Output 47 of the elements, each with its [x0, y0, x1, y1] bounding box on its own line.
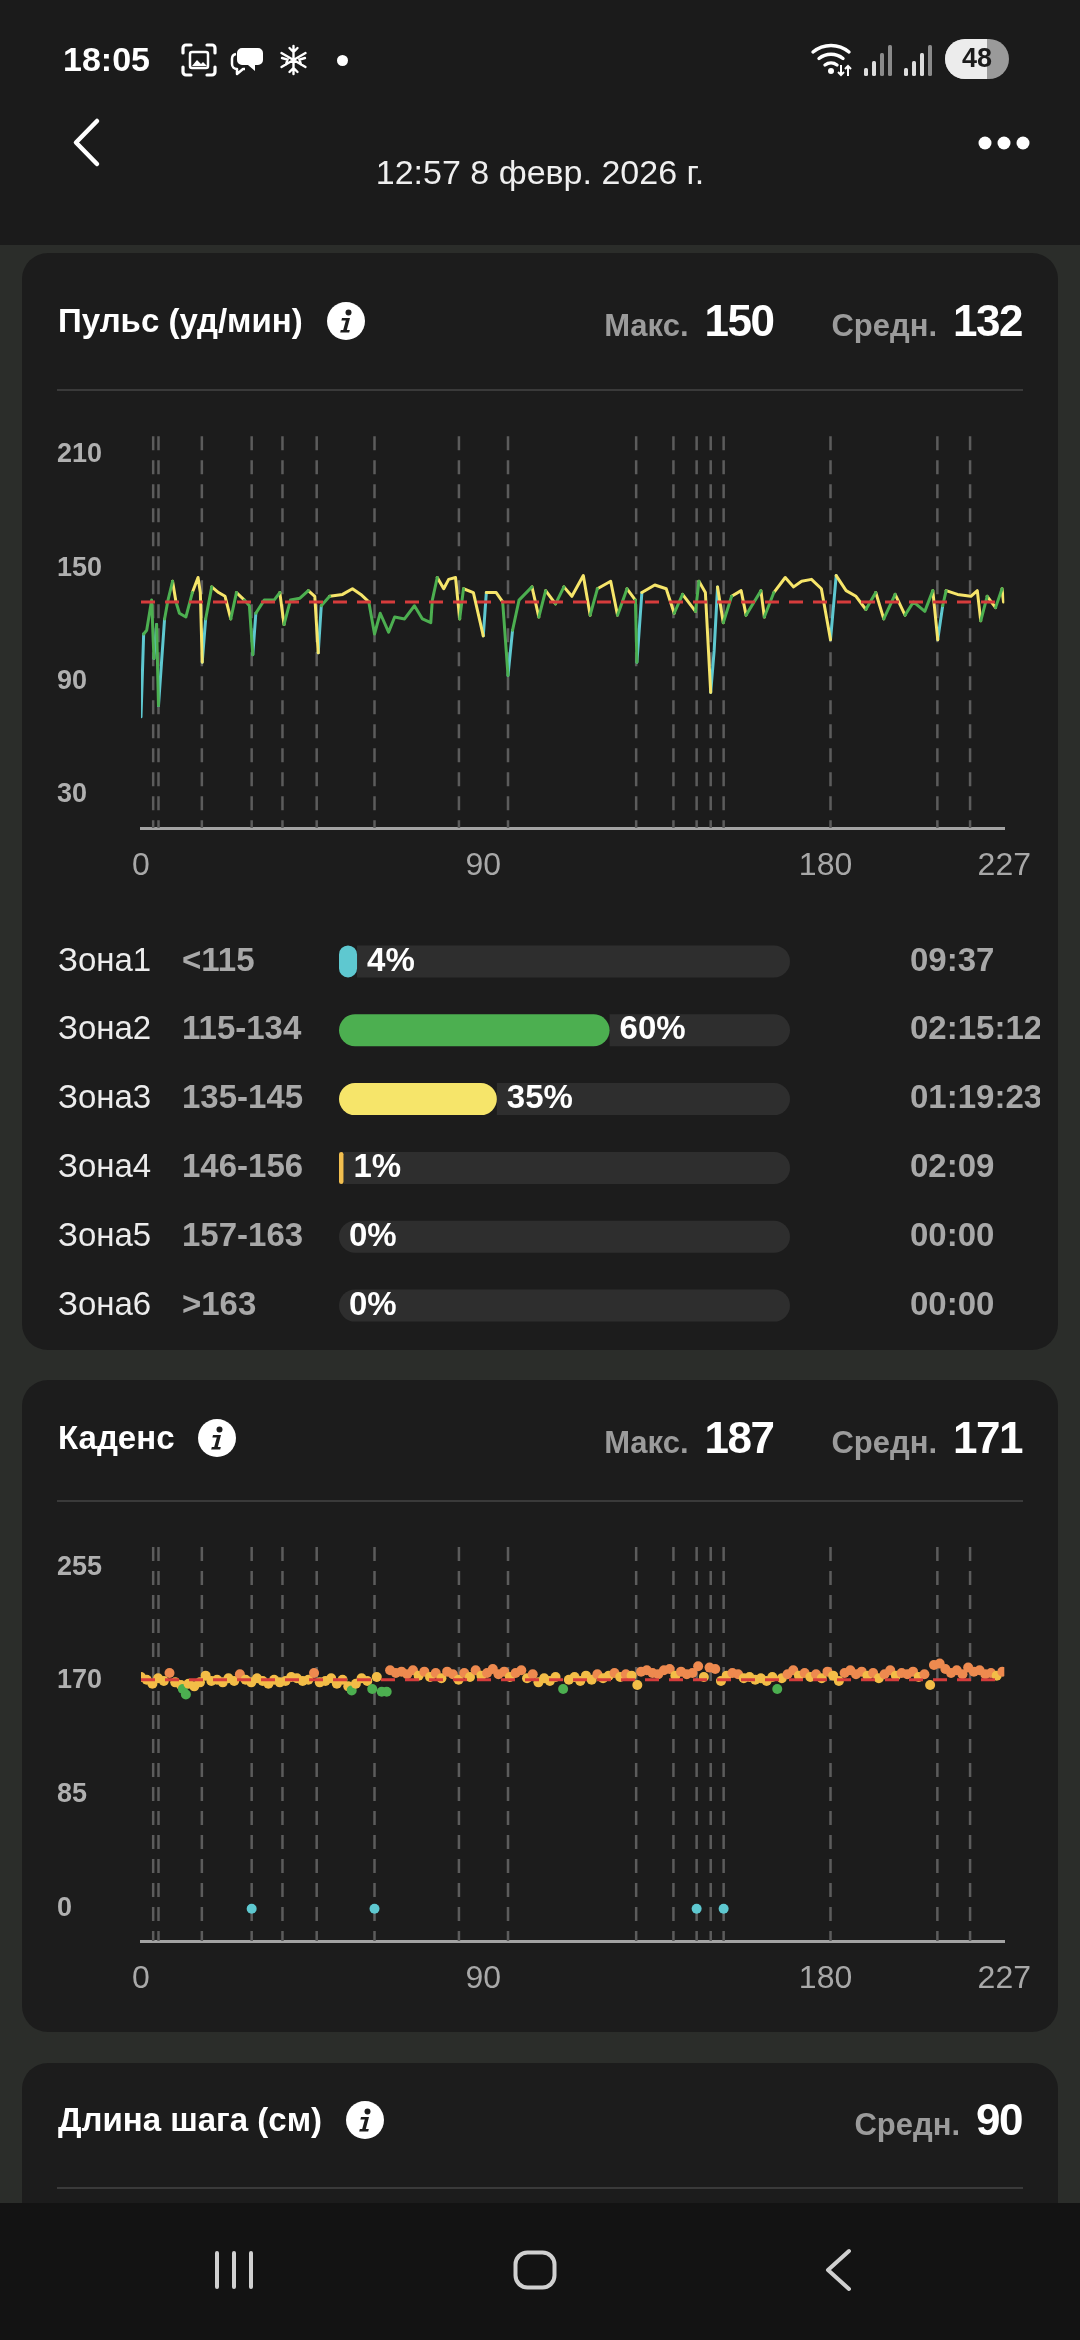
text: Макс. 187 — [604, 1412, 774, 1464]
bar — [339, 1014, 610, 1047]
x-tick-label: 90 — [465, 846, 502, 883]
data-label: 1% — [353, 1147, 402, 1185]
data-label: 35% — [506, 1078, 573, 1116]
text: 48 — [961, 43, 993, 75]
text: 02:09 — [910, 1147, 995, 1185]
x-tick-label: 90 — [465, 1959, 502, 1996]
data-label: 4% — [367, 940, 415, 978]
y-tick-label: Зона3 135-145 — [58, 1078, 304, 1116]
x-tick-label: 227 — [977, 1959, 1031, 1996]
y-tick-label: 255 — [57, 1550, 103, 1581]
bar — [339, 1083, 497, 1116]
x-tick-label: 180 — [798, 846, 853, 883]
bar — [496, 1083, 790, 1116]
x-tick-label: 227 — [977, 846, 1031, 883]
text: 18:05 — [63, 40, 150, 80]
chart-title: Каденс — [58, 1419, 175, 1457]
chart-title: Пульс (уд/мин) — [58, 302, 303, 340]
y-tick-label: 85 — [57, 1778, 88, 1809]
y-tick-label: 170 — [57, 1664, 103, 1695]
text: 09:37 — [910, 940, 995, 978]
text: 12:57 8 февр. 2026 г. — [375, 153, 705, 193]
data-label: 60% — [619, 1009, 686, 1047]
y-tick-label: Зона1 <115 — [58, 940, 255, 978]
bar — [343, 1151, 790, 1184]
y-tick-label: 90 — [57, 664, 88, 695]
text: Средн. 132 — [831, 295, 1022, 347]
y-tick-label: 0 — [57, 1892, 73, 1923]
text: 00:00 — [910, 1284, 995, 1322]
y-tick-label: 150 — [57, 551, 103, 582]
text: Макс. 150 — [604, 295, 774, 347]
y-tick-label: Зона5 157-163 — [58, 1215, 304, 1253]
y-tick-label: 30 — [57, 777, 88, 808]
text: Средн. 171 — [831, 1412, 1022, 1464]
y-tick-label: 210 — [57, 438, 103, 469]
y-tick-label: Зона6 >163 — [58, 1284, 257, 1322]
text: Средн. 90 — [854, 2094, 1022, 2146]
bar — [339, 1151, 344, 1184]
x-tick-label: 180 — [798, 1959, 853, 1996]
y-tick-label: Зона4 146-156 — [58, 1147, 304, 1185]
bar — [357, 945, 790, 978]
text: 00:00 — [910, 1215, 995, 1253]
text: Длина шага (см) — [58, 2101, 323, 2139]
annotation: 0% — [349, 1284, 397, 1322]
y-tick-label: Зона2 115-134 — [58, 1009, 302, 1047]
annotation: 0% — [349, 1215, 397, 1253]
